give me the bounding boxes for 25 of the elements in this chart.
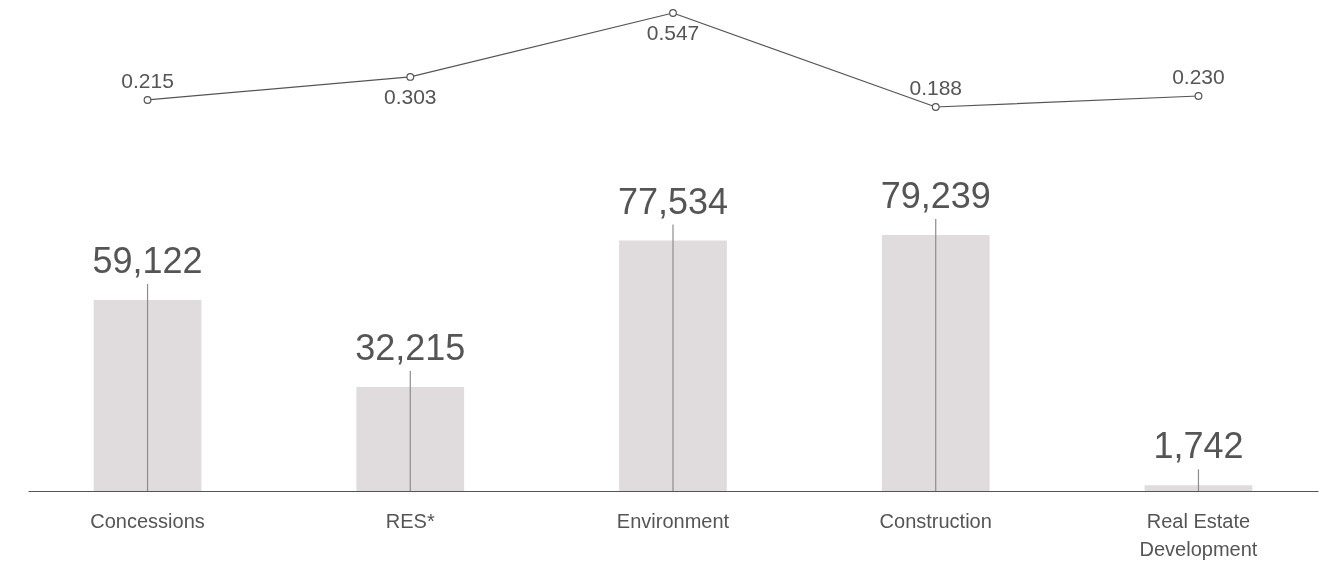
data-label: 79,239 xyxy=(880,175,991,216)
data-label: 0.188 xyxy=(909,76,963,99)
x-tick-label: Construction xyxy=(879,509,992,532)
data-label: 0.547 xyxy=(646,21,700,44)
data-label: 0.303 xyxy=(383,84,437,108)
bar xyxy=(619,240,727,491)
bar xyxy=(356,386,465,491)
point xyxy=(1194,92,1203,100)
point xyxy=(931,103,940,111)
point xyxy=(143,95,152,104)
bar xyxy=(881,235,990,491)
x-tick-label: Real Estate Development xyxy=(1139,509,1258,560)
bar xyxy=(93,299,202,491)
data-label: 59,122 xyxy=(92,239,203,281)
data-label: 1,742 xyxy=(1153,425,1244,467)
bar xyxy=(1144,485,1253,491)
data-label: 0.230 xyxy=(1172,65,1225,88)
x-tick-label: Environment xyxy=(616,509,730,532)
data-label: 32,215 xyxy=(355,326,466,368)
data-label: 77,534 xyxy=(617,180,729,222)
x-tick-label: RES* xyxy=(385,509,435,532)
x-tick-label: Concessions xyxy=(90,509,205,532)
data-label: 0.215 xyxy=(121,68,174,92)
point xyxy=(669,9,677,17)
point xyxy=(406,72,415,81)
